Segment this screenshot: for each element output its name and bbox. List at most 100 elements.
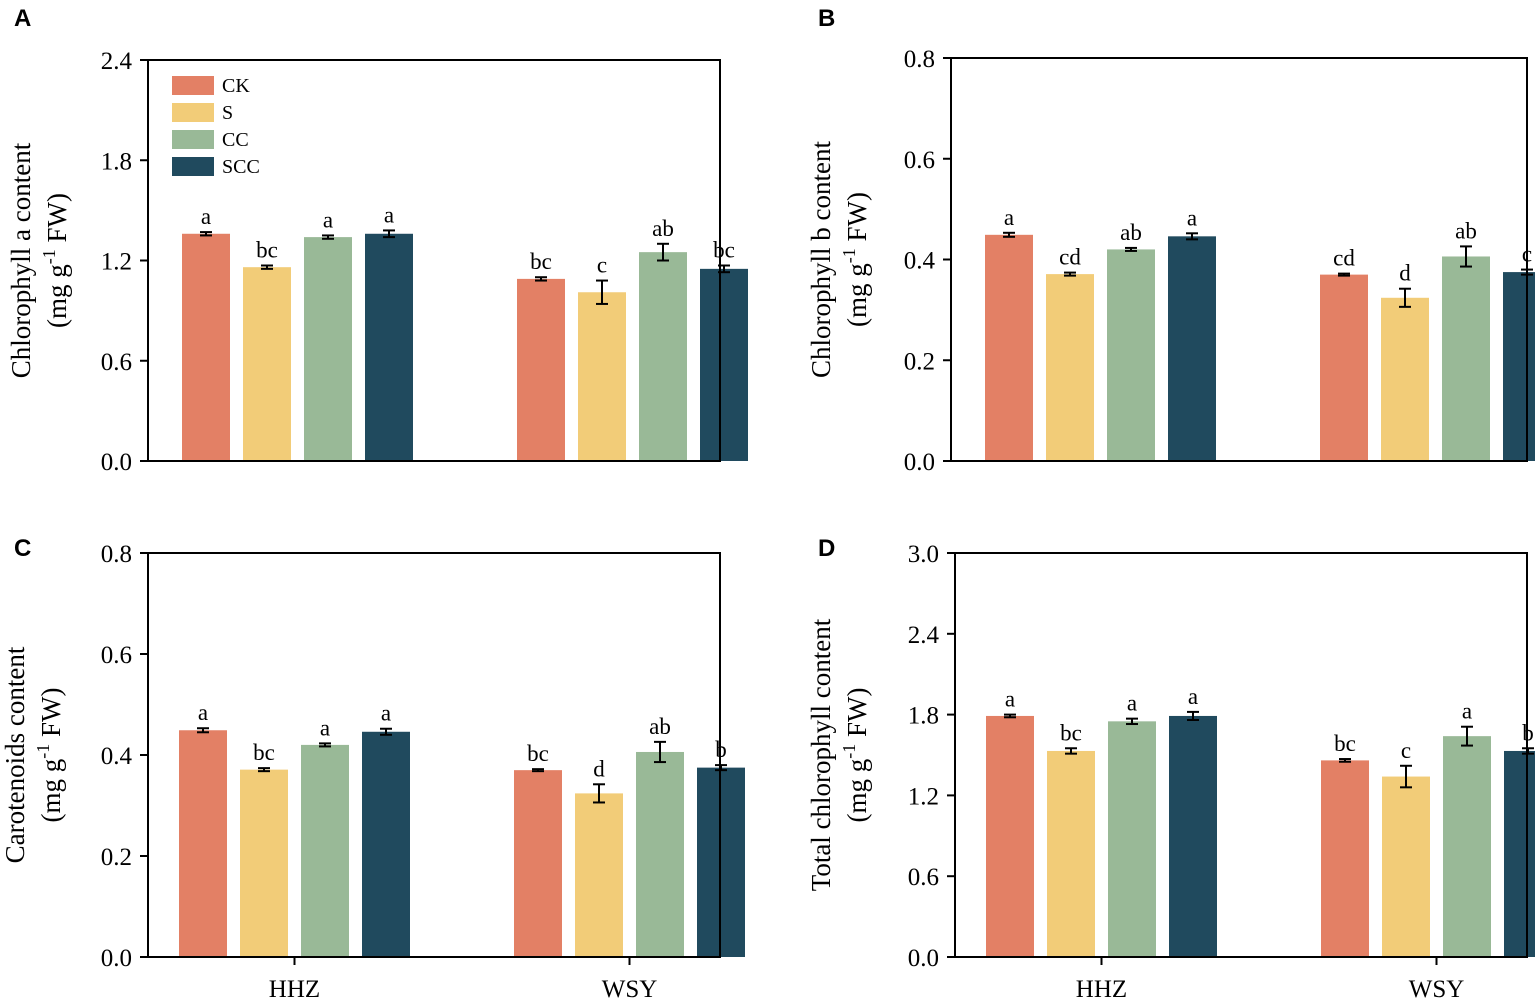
significance-letter: c	[1401, 738, 1411, 763]
y-axis-unit: (mg g-1 FW)	[33, 688, 66, 823]
y-axis-label: Carotenoids content	[0, 646, 30, 863]
bar-s	[243, 267, 291, 461]
y-tick-label: 0.8	[101, 541, 132, 568]
y-tick-label: 2.4	[908, 622, 940, 649]
y-tick-label: 0.6	[101, 642, 132, 669]
y-axis-unit-suffix: FW)	[42, 193, 72, 249]
legend-label: S	[222, 102, 233, 124]
y-tick-label: 0.4	[904, 248, 936, 275]
bar-s	[578, 292, 626, 461]
bar-ck	[182, 233, 230, 461]
y-axis-unit-superscript: -1	[839, 248, 859, 263]
legend-swatch-s	[172, 103, 214, 122]
y-axis-unit: (mg g-1 FW)	[839, 192, 872, 327]
significance-letter: a	[1004, 205, 1014, 230]
bar-cc	[639, 252, 687, 461]
plot-frame	[950, 57, 1528, 462]
x-tick-label: HHZ	[269, 976, 320, 1003]
legend-label: SCC	[222, 156, 260, 178]
significance-letter: bc	[253, 740, 275, 765]
y-tick-label: 1.8	[101, 148, 132, 175]
y-tick-label: 0.0	[101, 945, 132, 972]
panel-c: C 0.0 0.2 0.4 0.6 0.8 Carotenoids content (mg g…	[0, 535, 745, 1003]
bar-ck	[179, 730, 227, 957]
plot-frame	[147, 552, 721, 958]
significance-letter: ab	[652, 216, 674, 241]
significance-letter: c	[597, 253, 607, 278]
bar-ck	[517, 278, 565, 461]
y-tick-label: 0.6	[101, 349, 132, 376]
panel-d: D 0.0 0.6 1.2 1.8 2.4 3.0 Total chlorophyll con…	[806, 535, 1535, 1003]
y-tick-label: 1.2	[908, 783, 939, 810]
y-tick-label: 0.0	[908, 945, 939, 972]
y-axis-unit-prefix: (mg g	[42, 264, 72, 328]
legend-swatch-cc	[172, 130, 214, 149]
significance-letter: ab	[1120, 220, 1142, 245]
bar-scc	[1504, 750, 1535, 957]
panel-letter: B	[818, 5, 835, 32]
bar-ck	[986, 715, 1034, 957]
panel-b: B 0.0 0.2 0.4 0.6 0.8 Chlorophyll b content (mg…	[806, 5, 1535, 476]
y-axis-label: Chlorophyll b content	[806, 141, 836, 378]
significance-letter: ab	[1455, 218, 1477, 243]
significance-letter: bc	[527, 741, 549, 766]
significance-letter: a	[198, 700, 208, 725]
bar-scc	[365, 233, 413, 461]
y-axis-unit-prefix: (mg g	[842, 759, 872, 823]
bar-cc	[1442, 256, 1490, 461]
y-axis-unit-prefix: (mg g	[36, 759, 66, 823]
y-tick-label: 0.2	[101, 844, 132, 871]
y-axis-unit-superscript: -1	[839, 744, 859, 759]
y-axis-unit-prefix: (mg g	[842, 263, 872, 327]
y-tick-label: 0.0	[904, 449, 935, 476]
plot-frame	[954, 552, 1528, 958]
significance-letter: d	[1399, 261, 1411, 286]
significance-letter: bc	[1334, 731, 1356, 756]
panel-a: A 0.0 0.6 1.2 1.8 2.4 Chlorophyll a content (mg…	[6, 5, 748, 476]
y-tick-label: 0.2	[904, 348, 935, 375]
bar-cc	[1107, 249, 1155, 461]
significance-letter: bc	[530, 249, 552, 274]
significance-letter: cd	[1333, 246, 1355, 271]
bar-cc	[304, 237, 352, 461]
y-axis-unit-suffix: FW)	[36, 688, 66, 744]
significance-letter: a	[384, 202, 394, 227]
y-axis-unit-superscript: -1	[39, 249, 59, 264]
bar-s	[575, 793, 623, 957]
y-tick-label: 0.6	[908, 864, 939, 891]
y-tick-label: 2.4	[101, 48, 133, 75]
bar-s	[1046, 274, 1094, 461]
significance-letter: a	[1127, 691, 1137, 716]
bar-ck	[1321, 760, 1369, 957]
y-tick-label: 0.8	[904, 46, 935, 73]
y-tick-label: 1.2	[101, 249, 132, 276]
significance-letter: a	[201, 204, 211, 229]
bar-cc	[1108, 721, 1156, 957]
plot-frame	[147, 59, 721, 462]
legend-label: CK	[222, 75, 250, 97]
significance-letter: a	[323, 207, 333, 232]
y-tick-label: 1.8	[908, 703, 939, 730]
y-axis-unit-suffix: FW)	[842, 688, 872, 744]
bar-s	[1381, 297, 1429, 461]
significance-letter: a	[320, 715, 330, 740]
bar-s	[240, 769, 288, 957]
y-axis-unit: (mg g-1 FW)	[839, 688, 872, 823]
y-tick-label: 3.0	[908, 541, 939, 568]
bar-scc	[362, 731, 410, 957]
bar-cc	[301, 744, 349, 957]
bar-cc	[1443, 736, 1491, 957]
significance-letter: a	[1188, 684, 1198, 709]
bar-ck	[985, 234, 1033, 461]
panel-letter: C	[14, 535, 31, 562]
y-axis-unit-superscript: -1	[33, 744, 53, 759]
panel-letter: A	[14, 5, 31, 32]
y-tick-label: 0.0	[101, 449, 132, 476]
significance-letter: a	[381, 701, 391, 726]
bar-ck	[514, 770, 562, 957]
bar-cc	[636, 751, 684, 957]
bar-scc	[1168, 236, 1216, 461]
significance-letter: bc	[713, 238, 735, 263]
significance-letter: cd	[1059, 245, 1081, 270]
